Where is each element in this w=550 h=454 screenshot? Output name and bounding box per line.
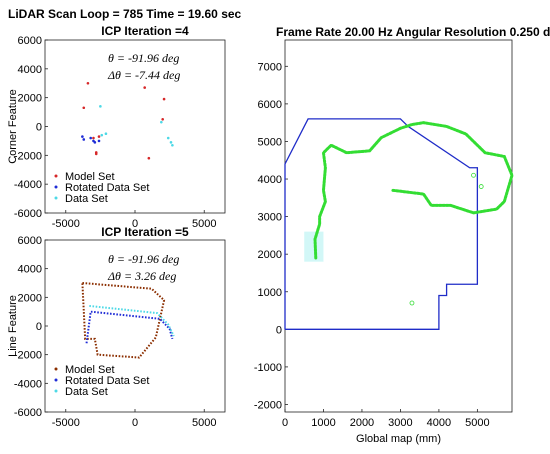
legend-entry: Model Set	[65, 171, 115, 183]
x-tick-label: 4000	[427, 417, 451, 429]
data-point	[478, 184, 484, 189]
data-point	[97, 139, 101, 143]
y-tick-label: -4000	[14, 179, 42, 191]
y-tick-label: 3000	[258, 212, 282, 224]
x-tick-label: 2000	[350, 417, 374, 429]
series-data-set	[89, 304, 175, 337]
data-point	[89, 136, 92, 140]
series-model-set	[81, 282, 166, 359]
data-point	[171, 143, 174, 147]
legend-entry: Data Set	[65, 386, 108, 398]
global-map-plot: 0 1000 2000 3000 4000 5000 -2000 -1000 0 1000 2000…	[254, 39, 514, 445]
x-tick-label: 5000	[192, 417, 216, 429]
x-tick-label: 3000	[388, 417, 412, 429]
data-point	[86, 81, 90, 85]
y-tick-label: -2000	[254, 399, 282, 411]
y-tick-label: -6000	[14, 208, 42, 220]
plot-title: ICP Iteration =4	[101, 24, 189, 38]
data-point	[160, 120, 163, 124]
data-point	[143, 86, 146, 89]
y-tick-label: 4000	[18, 264, 42, 276]
y-tick-label: -1000	[254, 362, 282, 374]
legend-marker	[54, 378, 58, 382]
data-point	[82, 138, 86, 141]
y-tick-label: 2000	[18, 93, 42, 105]
y-axis-label: Corner Feature	[7, 89, 19, 164]
line-feature-plot: -5000 0 5000 -6000 -4000 -2000 0 2000 4000 6000 IC…	[7, 225, 226, 429]
x-axis-label: Global map (mm)	[356, 433, 441, 445]
y-tick-label: 4000	[258, 174, 282, 186]
data-point	[81, 135, 84, 138]
y-tick-label: -4000	[14, 378, 42, 390]
data-point	[162, 97, 166, 101]
header-left: LiDAR Scan Loop = 785 Time = 19.60 sec	[8, 7, 242, 21]
data-point	[99, 105, 102, 108]
corner-feature-plot: -5000 0 5000 -6000 -4000 -2000 0 2000 4000 6000 IC…	[7, 24, 226, 230]
data-point	[92, 136, 95, 140]
legend-entry: Data Set	[65, 193, 108, 205]
y-tick-label: -2000	[14, 150, 42, 162]
y-tick-label: 2000	[258, 249, 282, 261]
angle-annotation: θ = -91.96 deg	[108, 252, 179, 266]
y-tick-label: 5000	[258, 136, 282, 148]
y-tick-label: -6000	[14, 407, 42, 419]
x-tick-label: 0	[282, 417, 288, 429]
data-point	[97, 135, 101, 138]
data-point	[409, 300, 415, 306]
x-tick-label: 5000	[465, 417, 489, 429]
y-tick-label: 1000	[258, 287, 282, 299]
x-tick-label: 5000	[192, 218, 216, 230]
y-tick-label: 6000	[18, 35, 42, 47]
data-point	[169, 141, 173, 144]
series-rotated-data-set	[85, 310, 174, 344]
data-point	[93, 141, 97, 144]
legend-marker	[54, 174, 58, 178]
y-tick-label: -2000	[14, 350, 42, 362]
y-tick-label: 0	[276, 324, 282, 336]
x-tick-label: -5000	[52, 417, 80, 429]
data-point	[147, 156, 151, 160]
x-tick-label: -5000	[52, 218, 80, 230]
header-right: Frame Rate 20.00 Hz Angular Resolution 0…	[276, 25, 550, 39]
x-tick-label: 0	[132, 417, 138, 429]
data-point	[471, 172, 476, 178]
y-tick-label: 0	[36, 122, 42, 134]
x-tick-label: 1000	[311, 417, 335, 429]
legend-entry: Rotated Data Set	[65, 375, 149, 387]
data-point	[94, 152, 98, 156]
y-tick-label: 6000	[18, 235, 42, 247]
angle-annotation: Δθ = -7.44 deg	[107, 68, 180, 82]
y-axis-label: Line Feature	[7, 295, 19, 357]
legend-entry: Rotated Data Set	[65, 182, 149, 194]
angle-annotation: θ = -91.96 deg	[108, 51, 179, 65]
y-tick-label: 4000	[18, 64, 42, 76]
data-point	[82, 106, 86, 110]
y-tick-label: 2000	[18, 292, 42, 304]
series-map-boundary	[284, 118, 479, 330]
plot-title: ICP Iteration =5	[101, 225, 189, 239]
data-point	[166, 136, 170, 140]
legend-marker	[54, 389, 58, 393]
legend-entry: Model Set	[65, 364, 115, 376]
legend-marker	[54, 185, 58, 189]
data-point	[104, 132, 108, 136]
data-point	[161, 117, 164, 121]
data-point	[100, 133, 104, 137]
legend-marker	[54, 196, 58, 200]
x-tick-label: 0	[132, 218, 138, 230]
angle-annotation: Δθ = 3.26 deg	[107, 269, 176, 283]
y-tick-label: 7000	[258, 61, 282, 73]
y-tick-label: 6000	[258, 99, 282, 111]
series-scan-trace	[313, 121, 514, 260]
y-tick-label: 0	[36, 321, 42, 333]
legend-marker	[54, 367, 58, 371]
